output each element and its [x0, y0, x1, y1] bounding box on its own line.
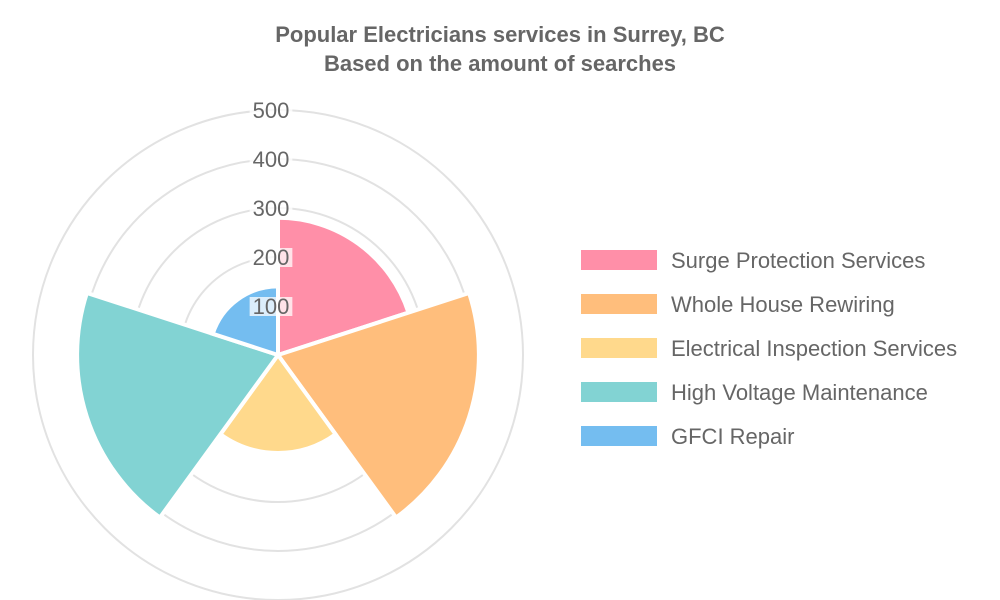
tick-label-bg-500	[249, 101, 293, 120]
chart-title-line-1: Popular Electricians services in Surrey,…	[275, 22, 725, 47]
tick-label-group-200: 200	[249, 245, 293, 270]
legend-swatch-high-voltage-maintenance	[581, 382, 657, 402]
chart-title: Popular Electricians services in Surrey,…	[275, 22, 725, 76]
legend-item-gfci-repair[interactable]: GFCI Repair	[581, 424, 794, 449]
tick-label-bg-400	[249, 150, 293, 169]
tick-label-group-500: 500	[249, 98, 293, 123]
legend-item-whole-house-rewiring[interactable]: Whole House Rewiring	[581, 292, 895, 317]
chart-title-line-2: Based on the amount of searches	[324, 51, 676, 76]
tick-label-group-300: 300	[249, 196, 293, 221]
legend-swatch-whole-house-rewiring	[581, 294, 657, 314]
legend-item-surge-protection-services[interactable]: Surge Protection Services	[581, 248, 925, 273]
polar-sectors	[75, 215, 481, 521]
legend-item-electrical-inspection-services[interactable]: Electrical Inspection Services	[581, 336, 957, 361]
legend-swatch-surge-protection-services	[581, 250, 657, 270]
legend-label-whole-house-rewiring: Whole House Rewiring	[671, 292, 895, 317]
legend-swatch-electrical-inspection-services	[581, 338, 657, 358]
tick-label-500: 500	[253, 98, 290, 123]
sector-electrical-inspection-services[interactable]	[217, 351, 339, 455]
sector-high-voltage-maintenance[interactable]	[75, 290, 282, 521]
tick-label-bg-300	[249, 199, 293, 218]
tick-label-200: 200	[253, 245, 290, 270]
legend-swatch-gfci-repair	[581, 426, 657, 446]
tick-label-group-100: 100	[249, 294, 293, 319]
legend-label-surge-protection-services: Surge Protection Services	[671, 248, 925, 273]
sector-surge-protection-services[interactable]	[276, 215, 412, 358]
legend-item-high-voltage-maintenance[interactable]: High Voltage Maintenance	[581, 380, 928, 405]
legend-label-high-voltage-maintenance: High Voltage Maintenance	[671, 380, 928, 405]
radial-tick-labels: 100 200 300 400 500	[249, 98, 293, 319]
tick-label-bg-100	[249, 297, 293, 316]
tick-label-100: 100	[253, 294, 290, 319]
sector-whole-house-rewiring[interactable]	[274, 290, 481, 521]
legend: Surge Protection Services Whole House Rew…	[581, 248, 957, 449]
tick-label-group-400: 400	[249, 147, 293, 172]
legend-label-electrical-inspection-services: Electrical Inspection Services	[671, 336, 957, 361]
tick-label-bg-200	[249, 248, 293, 267]
legend-label-gfci-repair: GFCI Repair	[671, 424, 794, 449]
tick-label-400: 400	[253, 147, 290, 172]
tick-label-300: 300	[253, 196, 290, 221]
